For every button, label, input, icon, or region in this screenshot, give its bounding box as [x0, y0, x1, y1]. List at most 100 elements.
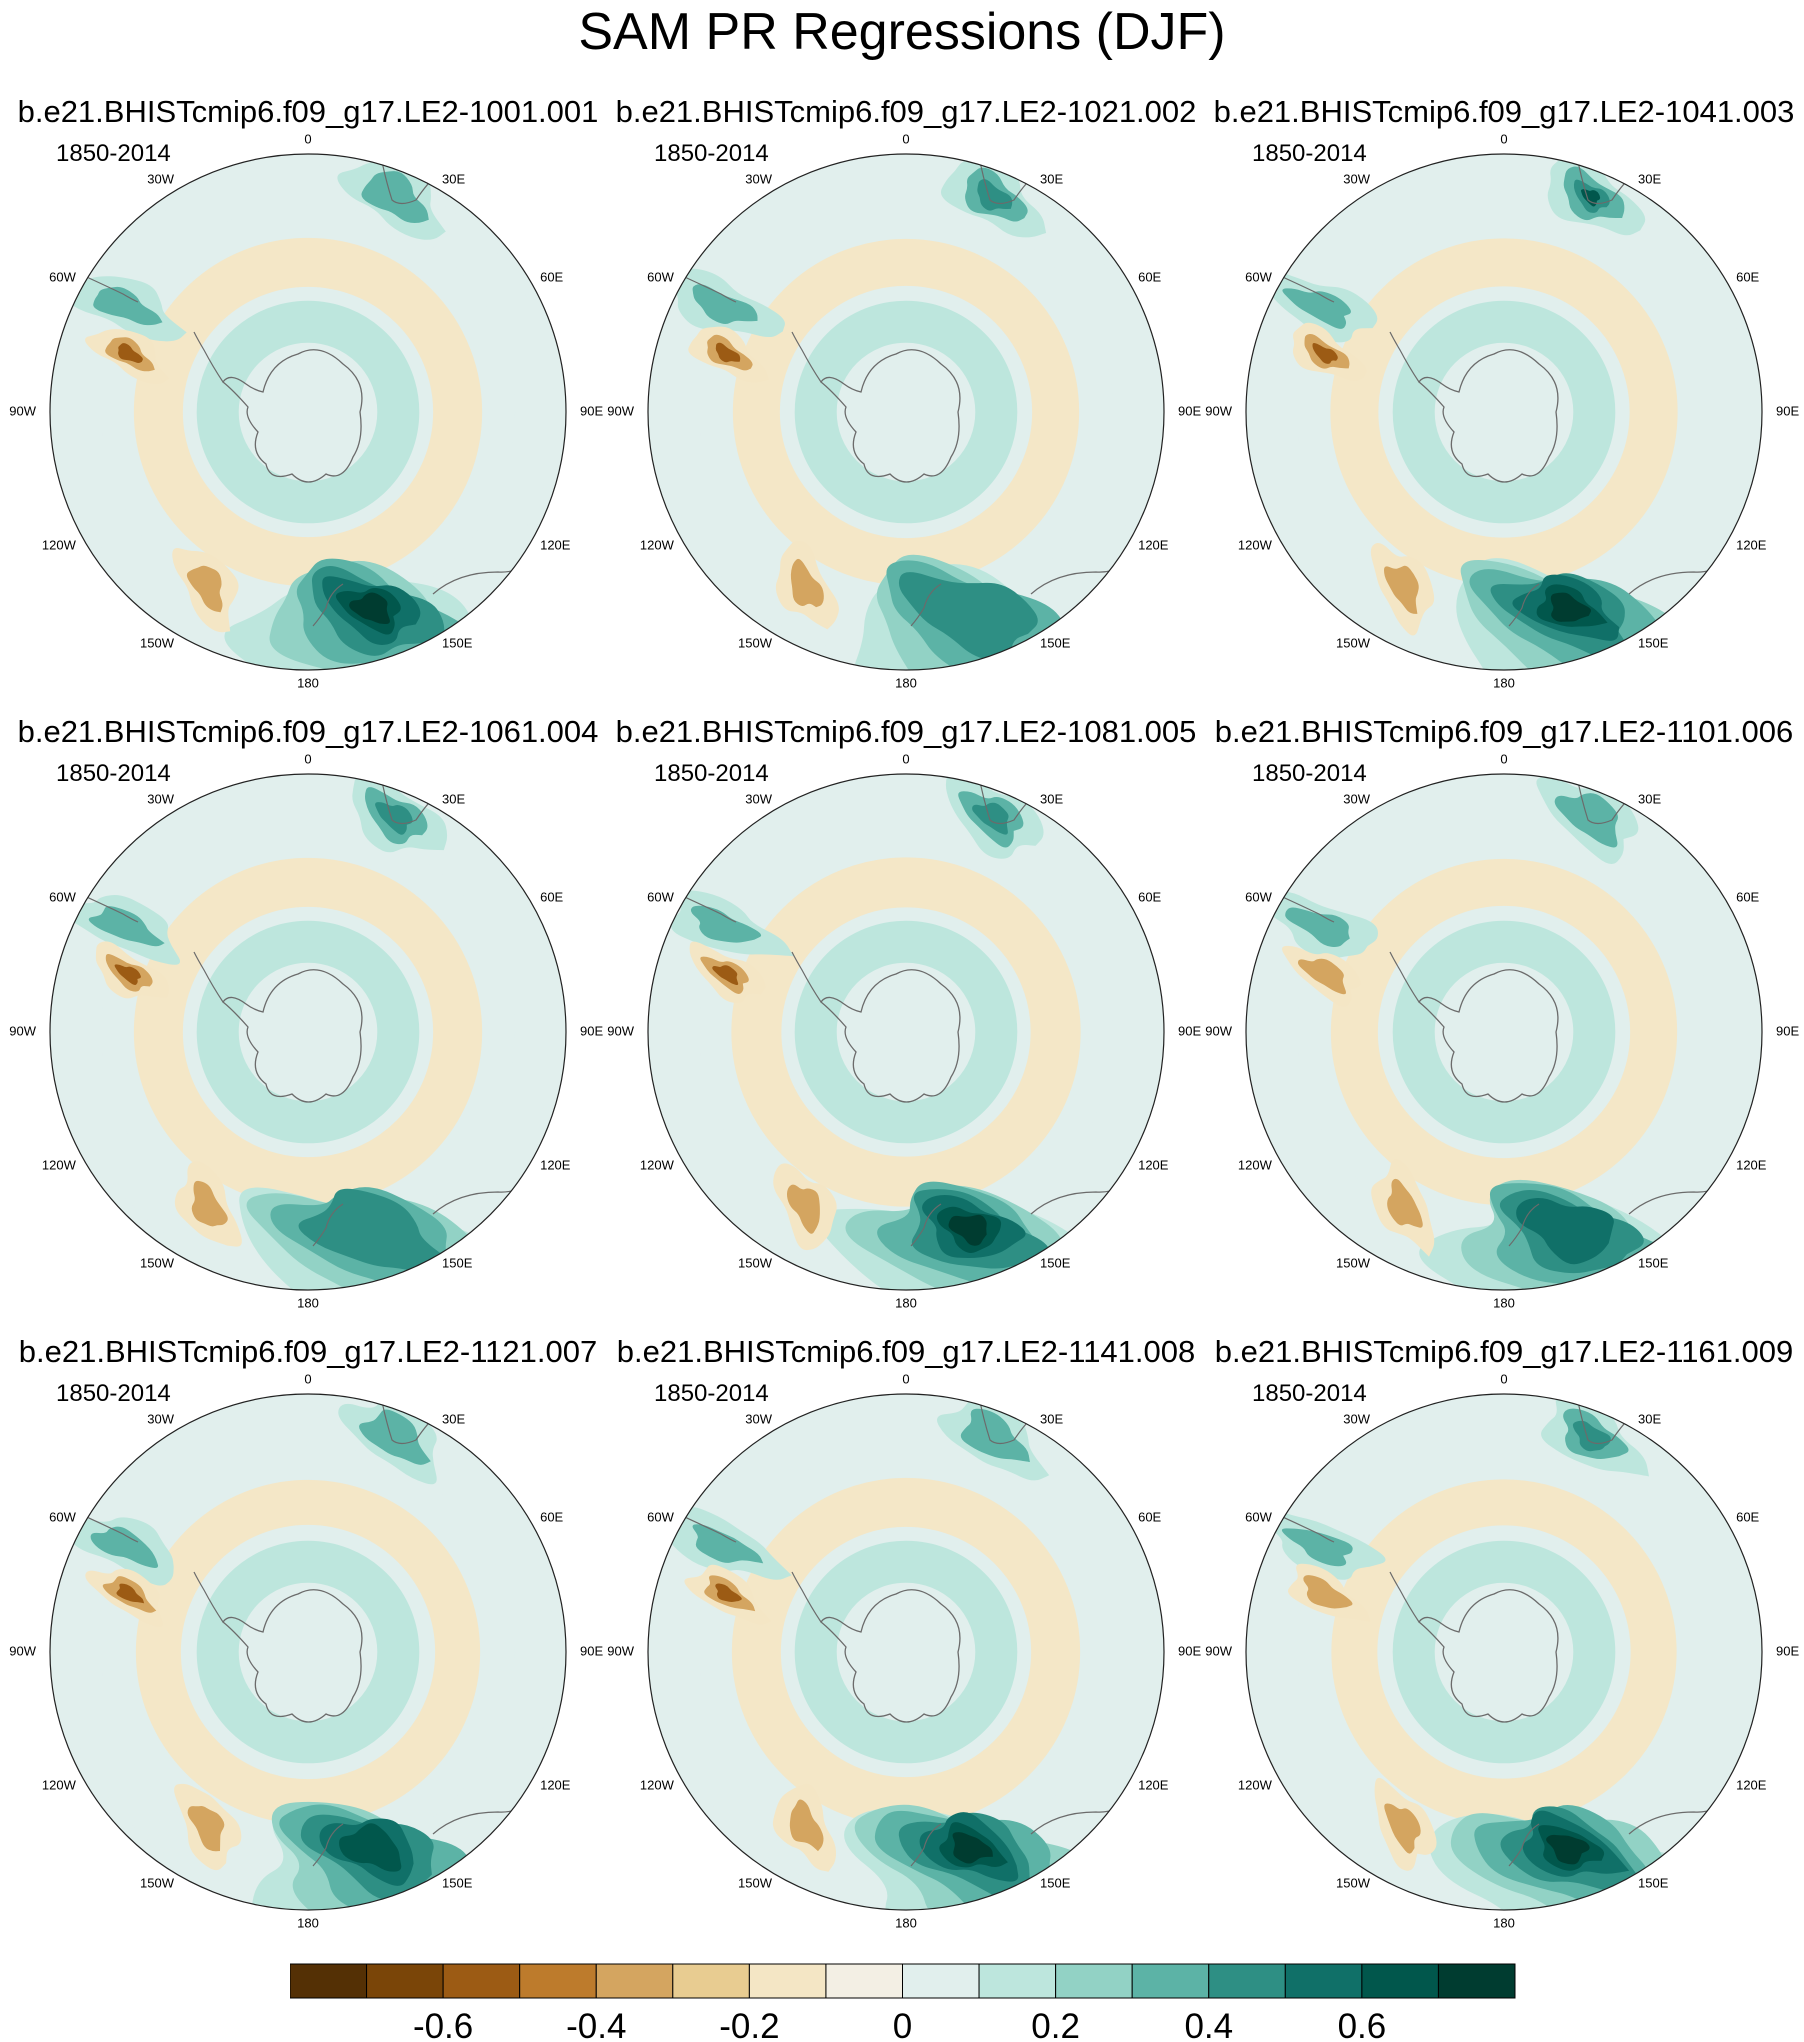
longitude-label: 60W: [647, 269, 674, 284]
antarctic-peninsula: [791, 331, 822, 383]
longitude-label: 120W: [1238, 537, 1273, 552]
dry-anomaly-region: [1312, 342, 1338, 364]
longitude-label: 150W: [140, 1876, 175, 1891]
polar-map: 0 30E 60E 90E 120E 150E 180 150W 120W 90W 60W 30W: [1205, 131, 1799, 690]
wet-inner-band: [196, 300, 420, 524]
ocean-background: [648, 154, 1164, 670]
polar-map: 0 30E 60E 90E 120E 150E 180 150W 120W 90W 60W 30W: [1205, 1371, 1799, 1930]
longitude-label: 90E: [1178, 403, 1201, 418]
colorbar-tick-label: -0.4: [566, 2007, 626, 2042]
longitude-label: 90W: [607, 403, 634, 418]
longitude-label: 0: [902, 751, 909, 766]
colorbar-tick-label: 0.2: [1031, 2007, 1080, 2042]
longitude-label: 60W: [1245, 1509, 1272, 1524]
longitude-label: 60W: [1245, 269, 1272, 284]
wet-inner-band: [794, 1540, 1018, 1764]
wet-anomaly-region: [1550, 592, 1591, 622]
longitude-label: 120W: [1238, 1157, 1273, 1172]
ocean-background: [648, 1394, 1164, 1910]
longitude-label: 120E: [540, 1157, 571, 1172]
antarctic-peninsula: [1389, 331, 1420, 383]
longitude-label: 120E: [1138, 537, 1169, 552]
figure-title: SAM PR Regressions (DJF): [578, 3, 1226, 61]
longitude-label: 120W: [640, 537, 675, 552]
longitude-label: 0: [1500, 751, 1507, 766]
colorbar-tick-label: -0.6: [413, 2007, 473, 2042]
longitude-label: 120E: [1138, 1157, 1169, 1172]
dry-anomaly-region: [187, 1806, 225, 1852]
panel-period: 1850-2014: [654, 1380, 769, 1407]
wet-anomaly-region: [339, 1823, 402, 1872]
longitude-label: 150W: [1336, 1256, 1371, 1271]
longitude-label: 30W: [745, 791, 772, 806]
colorbar-swatch: [1437, 1963, 1516, 1999]
map-border: [647, 773, 1165, 1291]
panel-period: 1850-2014: [1252, 1380, 1367, 1407]
antarctic-peninsula: [193, 331, 224, 383]
longitude-label: 30E: [1638, 791, 1661, 806]
longitude-label: 60E: [1138, 1509, 1161, 1524]
longitude-label: 90W: [9, 1023, 36, 1038]
dry-anomaly-region: [1297, 958, 1347, 995]
panel-period: 1850-2014: [1252, 140, 1367, 167]
longitude-label: 60E: [1736, 269, 1759, 284]
colorbar-swatch: [1361, 1963, 1439, 1999]
longitude-label: 60E: [1138, 269, 1161, 284]
longitude-label: 120W: [42, 537, 77, 552]
new-zealand-coastline: [1508, 583, 1540, 627]
dry-anomaly-region: [1384, 1803, 1421, 1854]
longitude-label: 90W: [1205, 1643, 1232, 1658]
new-zealand-coastline: [312, 583, 344, 627]
colorbar-swatch: [290, 1963, 368, 1999]
longitude-label: 30E: [1638, 1411, 1661, 1426]
longitude-label: 30W: [1343, 171, 1370, 186]
dry-anomaly-region: [789, 1799, 824, 1852]
colorbar-swatch: [825, 1963, 903, 1999]
longitude-label: 90E: [1776, 403, 1799, 418]
longitude-label: 150E: [1638, 1876, 1669, 1891]
dry-ring-band: [731, 857, 1081, 1207]
longitude-label: 150E: [1040, 1256, 1071, 1271]
polar-map: 0 30E 60E 90E 120E 150E 180 150W 120W 90W 60W 30W: [9, 1371, 603, 1930]
longitude-label: 30E: [1040, 791, 1063, 806]
dry-anomaly-region: [715, 1583, 742, 1602]
colorbar-swatch: [442, 1963, 521, 1999]
longitude-label: 120W: [42, 1157, 77, 1172]
map-panel: b.e21.BHISTcmip6.f09_g17.LE2-1161.009 185…: [1204, 1332, 1804, 1952]
polar-map: 0 30E 60E 90E 120E 150E 180 150W 120W 90W 60W 30W: [607, 751, 1201, 1310]
panel-period: 1850-2014: [1252, 760, 1367, 787]
longitude-label: 90E: [580, 1023, 603, 1038]
longitude-label: 150W: [1336, 636, 1371, 651]
wet-anomaly-region: [1281, 1528, 1353, 1567]
map-border: [49, 1393, 567, 1911]
map-border: [1245, 153, 1763, 671]
longitude-label: 0: [304, 751, 311, 766]
map-border: [647, 153, 1165, 671]
longitude-label: 150W: [140, 1256, 175, 1271]
wet-anomaly-region: [90, 1526, 159, 1568]
wet-inner-band: [794, 920, 1018, 1144]
longitude-label: 150E: [1040, 1876, 1071, 1891]
antarctic-peninsula: [791, 1571, 822, 1623]
longitude-label: 60W: [49, 269, 76, 284]
colorbar-swatch: [366, 1963, 444, 1999]
longitude-label: 30E: [442, 171, 465, 186]
longitude-label: 30E: [442, 1411, 465, 1426]
longitude-label: 30W: [1343, 791, 1370, 806]
longitude-label: 0: [902, 131, 909, 146]
polar-map: 0 30E 60E 90E 120E 150E 180 150W 120W 90W 60W 30W: [1205, 751, 1799, 1310]
wet-anomaly-region: [1285, 907, 1350, 947]
colorbar-swatch: [1284, 1963, 1363, 1999]
antarctic-peninsula: [193, 951, 224, 1003]
map-panel: b.e21.BHISTcmip6.f09_g17.LE2-1061.004 185…: [8, 712, 608, 1332]
polar-map: 0 30E 60E 90E 120E 150E 180 150W 120W 90W 60W 30W: [607, 1371, 1201, 1930]
colorbar-swatch: [902, 1963, 980, 1999]
longitude-label: 150E: [442, 1256, 473, 1271]
antarctic-peninsula: [193, 1571, 224, 1623]
longitude-label: 180: [1493, 675, 1515, 690]
wet-inner-band: [1392, 1540, 1616, 1764]
dry-anomaly-region: [114, 964, 141, 986]
wet-anomaly-region: [952, 1832, 993, 1864]
map-border: [49, 153, 567, 671]
longitude-label: 30E: [442, 791, 465, 806]
